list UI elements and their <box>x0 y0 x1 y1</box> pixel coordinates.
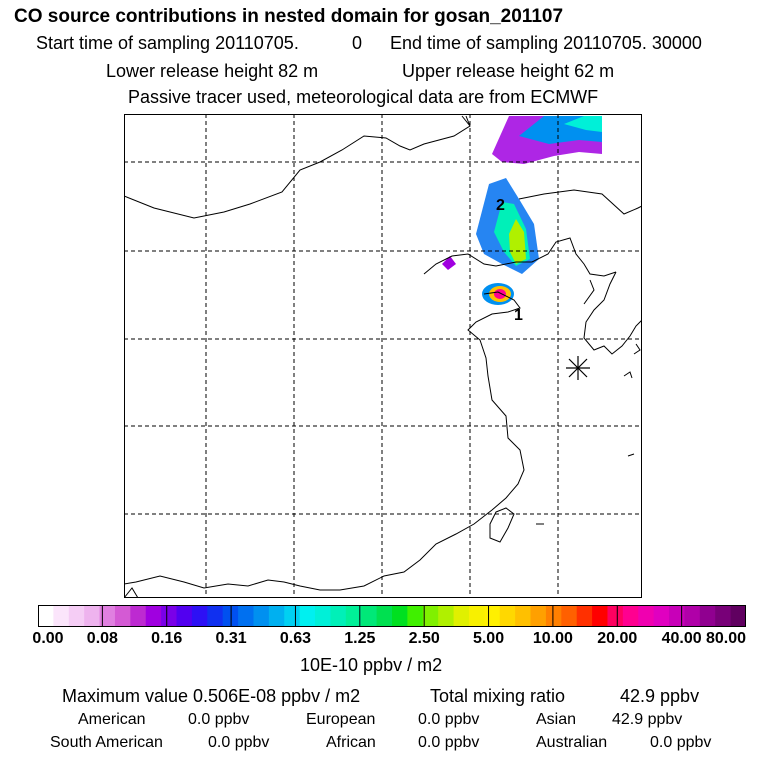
region-south-american-value: 0.0 ppbv <box>208 734 270 751</box>
region-asian-value: 42.9 ppbv <box>612 711 683 728</box>
plume-west-speck <box>442 256 456 270</box>
colorbar-tick-label: 20.00 <box>597 630 638 647</box>
colorbar-cell <box>530 605 547 627</box>
map-panel: 2 1 <box>124 114 642 598</box>
colorbar-tick-label: 1.25 <box>344 630 376 647</box>
region-african-name: African <box>326 734 376 751</box>
colorbar-cell <box>315 605 332 627</box>
colorbar-cell <box>438 605 455 627</box>
colorbar-cell <box>545 605 562 627</box>
colorbar-cell <box>468 605 485 627</box>
colorbar-border <box>38 605 746 627</box>
colorbar-tick-label: 0.31 <box>215 630 247 647</box>
colorbar-cell <box>68 605 85 627</box>
colorbar-cell <box>53 605 70 627</box>
colorbar-cell <box>422 605 439 627</box>
colorbar-cell <box>515 605 532 627</box>
region-south-american-name: South American <box>50 734 163 751</box>
colorbar-tick-label: 0.16 <box>151 630 183 647</box>
region-asian-name: Asian <box>536 711 577 728</box>
colorbar-cell <box>207 605 224 627</box>
colorbar-cell <box>238 605 255 627</box>
source-label-2: 2 <box>496 197 505 214</box>
colorbar-cell <box>330 605 347 627</box>
colorbar-cell <box>607 605 624 627</box>
colorbar-tick-label: 10.00 <box>532 630 573 647</box>
colorbar-cell <box>669 605 686 627</box>
colorbar-cells <box>38 605 746 627</box>
colorbar-cell <box>653 605 670 627</box>
colorbar-cell <box>130 605 147 627</box>
colorbar-tick-label: 80.00 <box>705 630 747 647</box>
colorbar-cell <box>592 605 609 627</box>
total-mixing-value: 42.9 ppbv <box>620 686 700 706</box>
colorbar-cell <box>99 605 116 627</box>
tracer-note: Passive tracer used, meteorological data… <box>128 87 599 107</box>
korea-coast <box>583 271 642 355</box>
colorbar-tick-label: 0.63 <box>279 630 312 647</box>
colorbar-cell <box>576 605 593 627</box>
colorbar-cell <box>730 605 746 627</box>
colorbar-cell <box>392 605 408 627</box>
colorbar-cell <box>699 605 716 627</box>
colorbar-cell <box>84 605 101 627</box>
region-american-name: American <box>78 711 146 728</box>
colorbar-cell <box>253 605 270 627</box>
region-european-name: European <box>306 711 376 728</box>
region-european-value: 0.0 ppbv <box>418 711 480 728</box>
colorbar-tick-label: 0.08 <box>86 630 118 647</box>
plume-north-core <box>564 116 602 132</box>
colorbar-cell <box>453 605 470 627</box>
colorbar-cell <box>114 605 131 627</box>
colorbar-cell <box>284 605 301 627</box>
colorbar-cell <box>161 605 178 627</box>
page-title: CO source contributions in nested domain… <box>14 6 564 27</box>
coastlines <box>124 115 642 598</box>
max-value-label: Maximum value 0.506E-08 ppbv / m2 <box>62 686 361 706</box>
start-time-label: Start time of sampling 20110705. <box>36 33 299 53</box>
colorbar-cell <box>268 605 285 627</box>
colorbar-tick-label: 40.00 <box>661 630 702 647</box>
region-australian-name: Australian <box>536 734 608 751</box>
colorbar-cell <box>715 605 732 627</box>
colorbar-cell <box>299 605 316 627</box>
region-australian-value: 0.0 ppbv <box>650 734 712 751</box>
colorbar-cell <box>622 605 639 627</box>
colorbar-cell <box>407 605 424 627</box>
colorbar-cell <box>38 605 54 627</box>
islands <box>536 343 641 525</box>
receptor-marker <box>566 356 590 380</box>
grid-lines <box>124 114 642 598</box>
colorbar-tick-label: 0.00 <box>32 630 64 647</box>
colorbar-separators <box>101 605 683 627</box>
colorbar-cell <box>638 605 655 627</box>
colorbar-cell <box>499 605 516 627</box>
region-american-value: 0.0 ppbv <box>188 711 250 728</box>
total-mixing-label: Total mixing ratio <box>430 686 566 706</box>
lower-release-height: Lower release height 82 m <box>106 61 319 81</box>
source-label-1: 1 <box>514 307 523 324</box>
colorbar-cell <box>176 605 193 627</box>
concentration-plumes <box>442 116 602 305</box>
map-border <box>124 114 642 598</box>
colorbar-cell <box>484 605 501 627</box>
colorbar-cell <box>684 605 701 627</box>
upper-release-height: Upper release height 62 m <box>402 61 615 81</box>
colorbar-unit: 10E-10 ppbv / m2 <box>300 655 443 675</box>
colorbar-cell <box>345 605 362 627</box>
region-african-value: 0.0 ppbv <box>418 734 480 751</box>
colorbar-tick-label: 5.00 <box>472 630 505 647</box>
colorbar <box>38 605 746 627</box>
start-hour: 0 <box>352 33 363 53</box>
hotspot-core <box>494 289 506 299</box>
colorbar-cell <box>561 605 578 627</box>
colorbar-cell <box>191 605 208 627</box>
taiwan <box>489 507 515 543</box>
colorbar-tick-label: 2.50 <box>408 630 440 647</box>
colorbar-cell <box>376 605 393 627</box>
colorbar-cell <box>145 605 162 627</box>
colorbar-cell <box>361 605 378 627</box>
plume-2-core <box>509 219 526 264</box>
end-time-label: End time of sampling 20110705. 30000 <box>390 33 702 53</box>
